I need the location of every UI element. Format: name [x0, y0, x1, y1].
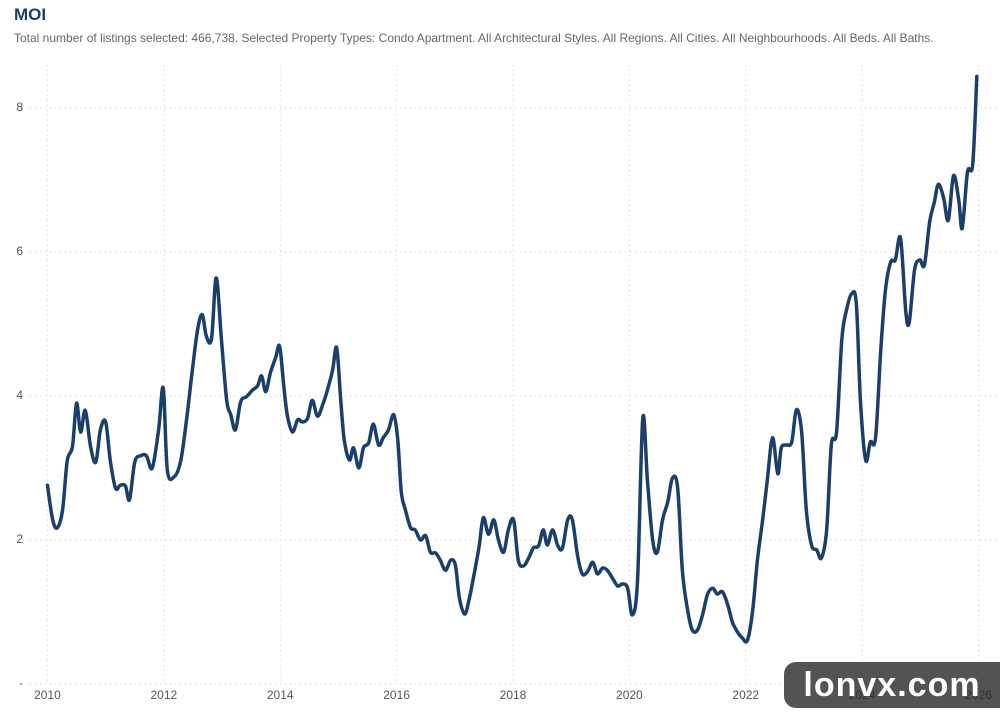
x-tick-label: 2012: [150, 688, 177, 702]
x-tick-label: 2022: [732, 688, 759, 702]
y-tick-label: 8: [16, 100, 23, 114]
chart-title: MOI: [14, 5, 47, 24]
y-tick-label: -: [19, 676, 23, 690]
y-tick-label: 2: [16, 532, 23, 546]
watermark: lonvx.com: [784, 662, 1000, 708]
x-tick-label: 2020: [616, 688, 643, 702]
x-tick-label: 2010: [34, 688, 61, 702]
y-tick-label: 6: [16, 244, 23, 258]
x-tick-label: 2014: [267, 688, 294, 702]
x-tick-label: 2018: [500, 688, 527, 702]
chart-subtitle: Total number of listings selected: 466,7…: [14, 31, 934, 45]
x-tick-label: 2016: [383, 688, 410, 702]
line: [45, 74, 979, 644]
y-tick-label: 4: [16, 388, 23, 402]
